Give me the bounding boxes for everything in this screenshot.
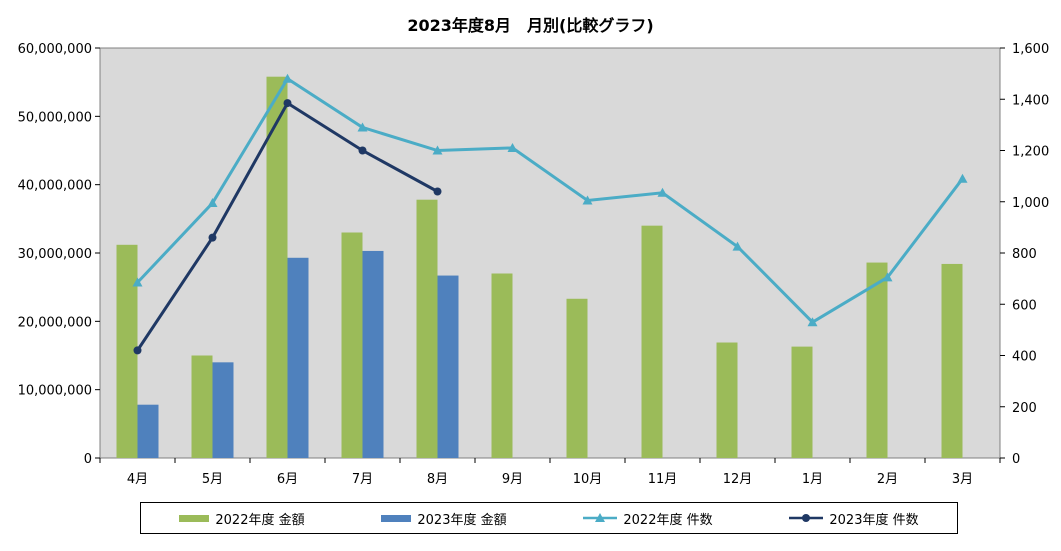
x-tick-label: 12月 [723, 472, 753, 487]
point-2023-count [208, 233, 217, 242]
chart-legend: 2022年度 金額 2023年度 金額 2022年度 件数 2023年度 件数 [140, 502, 958, 534]
bar-2023-amount [212, 362, 234, 458]
x-tick-label: 1月 [802, 472, 823, 487]
x-tick-label: 4月 [127, 472, 148, 487]
x-tick-label: 7月 [352, 472, 373, 487]
legend-swatch-2023-count [789, 514, 824, 522]
bar-2022-amount [416, 199, 438, 458]
point-2022-count [432, 145, 443, 155]
x-tick-label: 3月 [952, 472, 973, 487]
bar-2022-amount [941, 263, 963, 458]
y-left-tick-label: 20,000,000 [18, 315, 92, 330]
point-2022-count [132, 277, 143, 287]
bar-2023-amount [362, 250, 384, 458]
x-tick-label: 2月 [877, 472, 898, 487]
legend-item-2022-amount: 2022年度 金額 [179, 509, 305, 528]
legend-item-2022-count: 2022年度 件数 [583, 509, 713, 528]
point-2022-count [807, 317, 818, 327]
y-left-tick-label: 30,000,000 [18, 247, 92, 262]
y-left-tick-label: 40,000,000 [18, 179, 92, 194]
legend-swatch-2023-amount [381, 514, 412, 522]
y-right-tick-label: 1,600 [1012, 42, 1049, 57]
legend-label-2023-count: 2023年度 件数 [829, 512, 919, 528]
point-2022-count [657, 187, 668, 197]
chart-title: 2023年度8月 月別(比較グラフ) [407, 16, 654, 35]
legend-item-2023-count: 2023年度 件数 [789, 509, 919, 528]
point-2022-count [732, 241, 743, 251]
bar-2023-amount [437, 275, 459, 458]
y-right-tick-label: 1,000 [1012, 196, 1049, 211]
legend-swatch-2022-count [583, 513, 618, 522]
legend-label-2022-count: 2022年度 件数 [623, 512, 713, 528]
x-tick-label: 8月 [427, 472, 448, 487]
legend-swatch-2022-amount [179, 514, 210, 522]
point-2022-count [357, 122, 368, 132]
bar-2022-amount [716, 342, 738, 458]
y-left-tick-label: 50,000,000 [18, 110, 92, 125]
point-2023-count [358, 146, 367, 155]
point-2022-count [957, 173, 968, 183]
y-left-tick-label: 60,000,000 [18, 42, 92, 57]
point-2023-count [283, 99, 292, 108]
bar-2022-amount [491, 273, 513, 458]
point-2022-count [882, 272, 893, 282]
legend-item-2023-amount: 2023年度 金額 [381, 509, 507, 528]
x-tick-label: 9月 [502, 472, 523, 487]
bar-2022-amount [266, 76, 288, 458]
y-left-tick-label: 10,000,000 [18, 384, 92, 399]
y-left-tick-label: 0 [84, 452, 92, 467]
point-2022-count [282, 73, 293, 83]
x-tick-label: 10月 [573, 472, 603, 487]
y-right-tick-label: 200 [1012, 401, 1037, 416]
legend-label-2023-amount: 2023年度 金額 [417, 512, 507, 528]
y-right-tick-label: 800 [1012, 247, 1037, 262]
point-2022-count [207, 198, 218, 208]
y-right-tick-label: 0 [1012, 452, 1020, 467]
bar-2022-amount [791, 346, 813, 458]
bar-2022-amount [566, 298, 588, 458]
bar-2022-amount [191, 355, 213, 458]
plot-area [99, 47, 1001, 459]
bar-2022-amount [641, 225, 663, 458]
x-tick-label: 6月 [277, 472, 298, 487]
bar-2023-amount [137, 404, 159, 458]
y-right-tick-label: 1,200 [1012, 145, 1049, 160]
y-right-tick-label: 400 [1012, 350, 1037, 365]
bar-2022-amount [116, 244, 138, 458]
legend-label-2022-amount: 2022年度 金額 [215, 512, 305, 528]
y-right-tick-label: 1,400 [1012, 93, 1049, 108]
y-right-tick-label: 600 [1012, 298, 1037, 313]
x-tick-label: 5月 [202, 472, 223, 487]
line-2022-count [136, 76, 964, 325]
bar-2022-amount [341, 232, 363, 458]
point-2023-count [133, 346, 142, 355]
bar-2022-amount [866, 262, 888, 458]
point-2022-count [507, 142, 518, 152]
point-2023-count [433, 187, 442, 196]
bar-2023-amount [287, 257, 309, 458]
point-2022-count [582, 195, 593, 205]
x-tick-label: 11月 [648, 472, 678, 487]
